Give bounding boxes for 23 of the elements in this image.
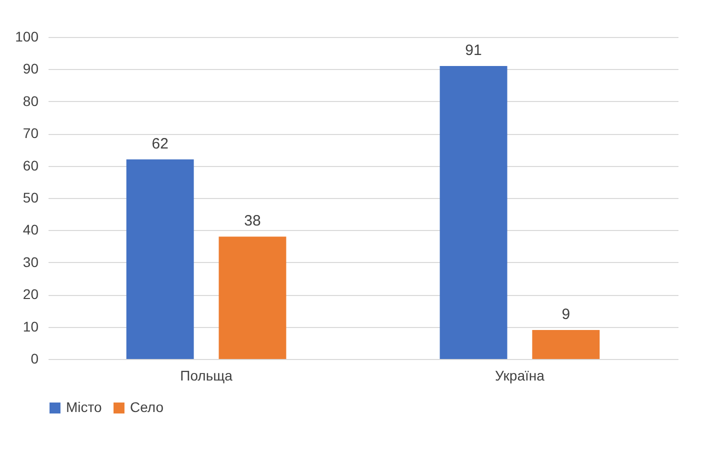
bar	[218, 236, 286, 359]
y-tick-label: 70	[22, 125, 39, 142]
y-tick-label: 90	[22, 60, 39, 77]
y-tick-label: 10	[22, 318, 39, 334]
data-label: 38	[244, 212, 261, 230]
data-label: 91	[465, 42, 482, 59]
y-tick-label: 80	[22, 92, 39, 109]
bar	[440, 66, 508, 359]
y-tick-label: 20	[22, 286, 39, 302]
bar	[126, 159, 194, 359]
bar	[532, 330, 600, 359]
y-tick-label: 0	[30, 350, 39, 366]
y-tick-label: 100	[15, 28, 39, 44]
x-tick-label: Україна	[495, 368, 545, 384]
y-tick-label: 50	[22, 190, 39, 206]
y-tick-label: 60	[22, 157, 39, 174]
y-tick-label: 30	[22, 254, 39, 270]
data-label: 62	[152, 135, 168, 152]
data-label: 9	[562, 306, 570, 324]
legend-label: Село	[130, 399, 164, 415]
legend-label: Місто	[66, 399, 102, 415]
y-tick-label: 40	[22, 222, 39, 238]
x-tick-label: Польща	[180, 368, 233, 384]
